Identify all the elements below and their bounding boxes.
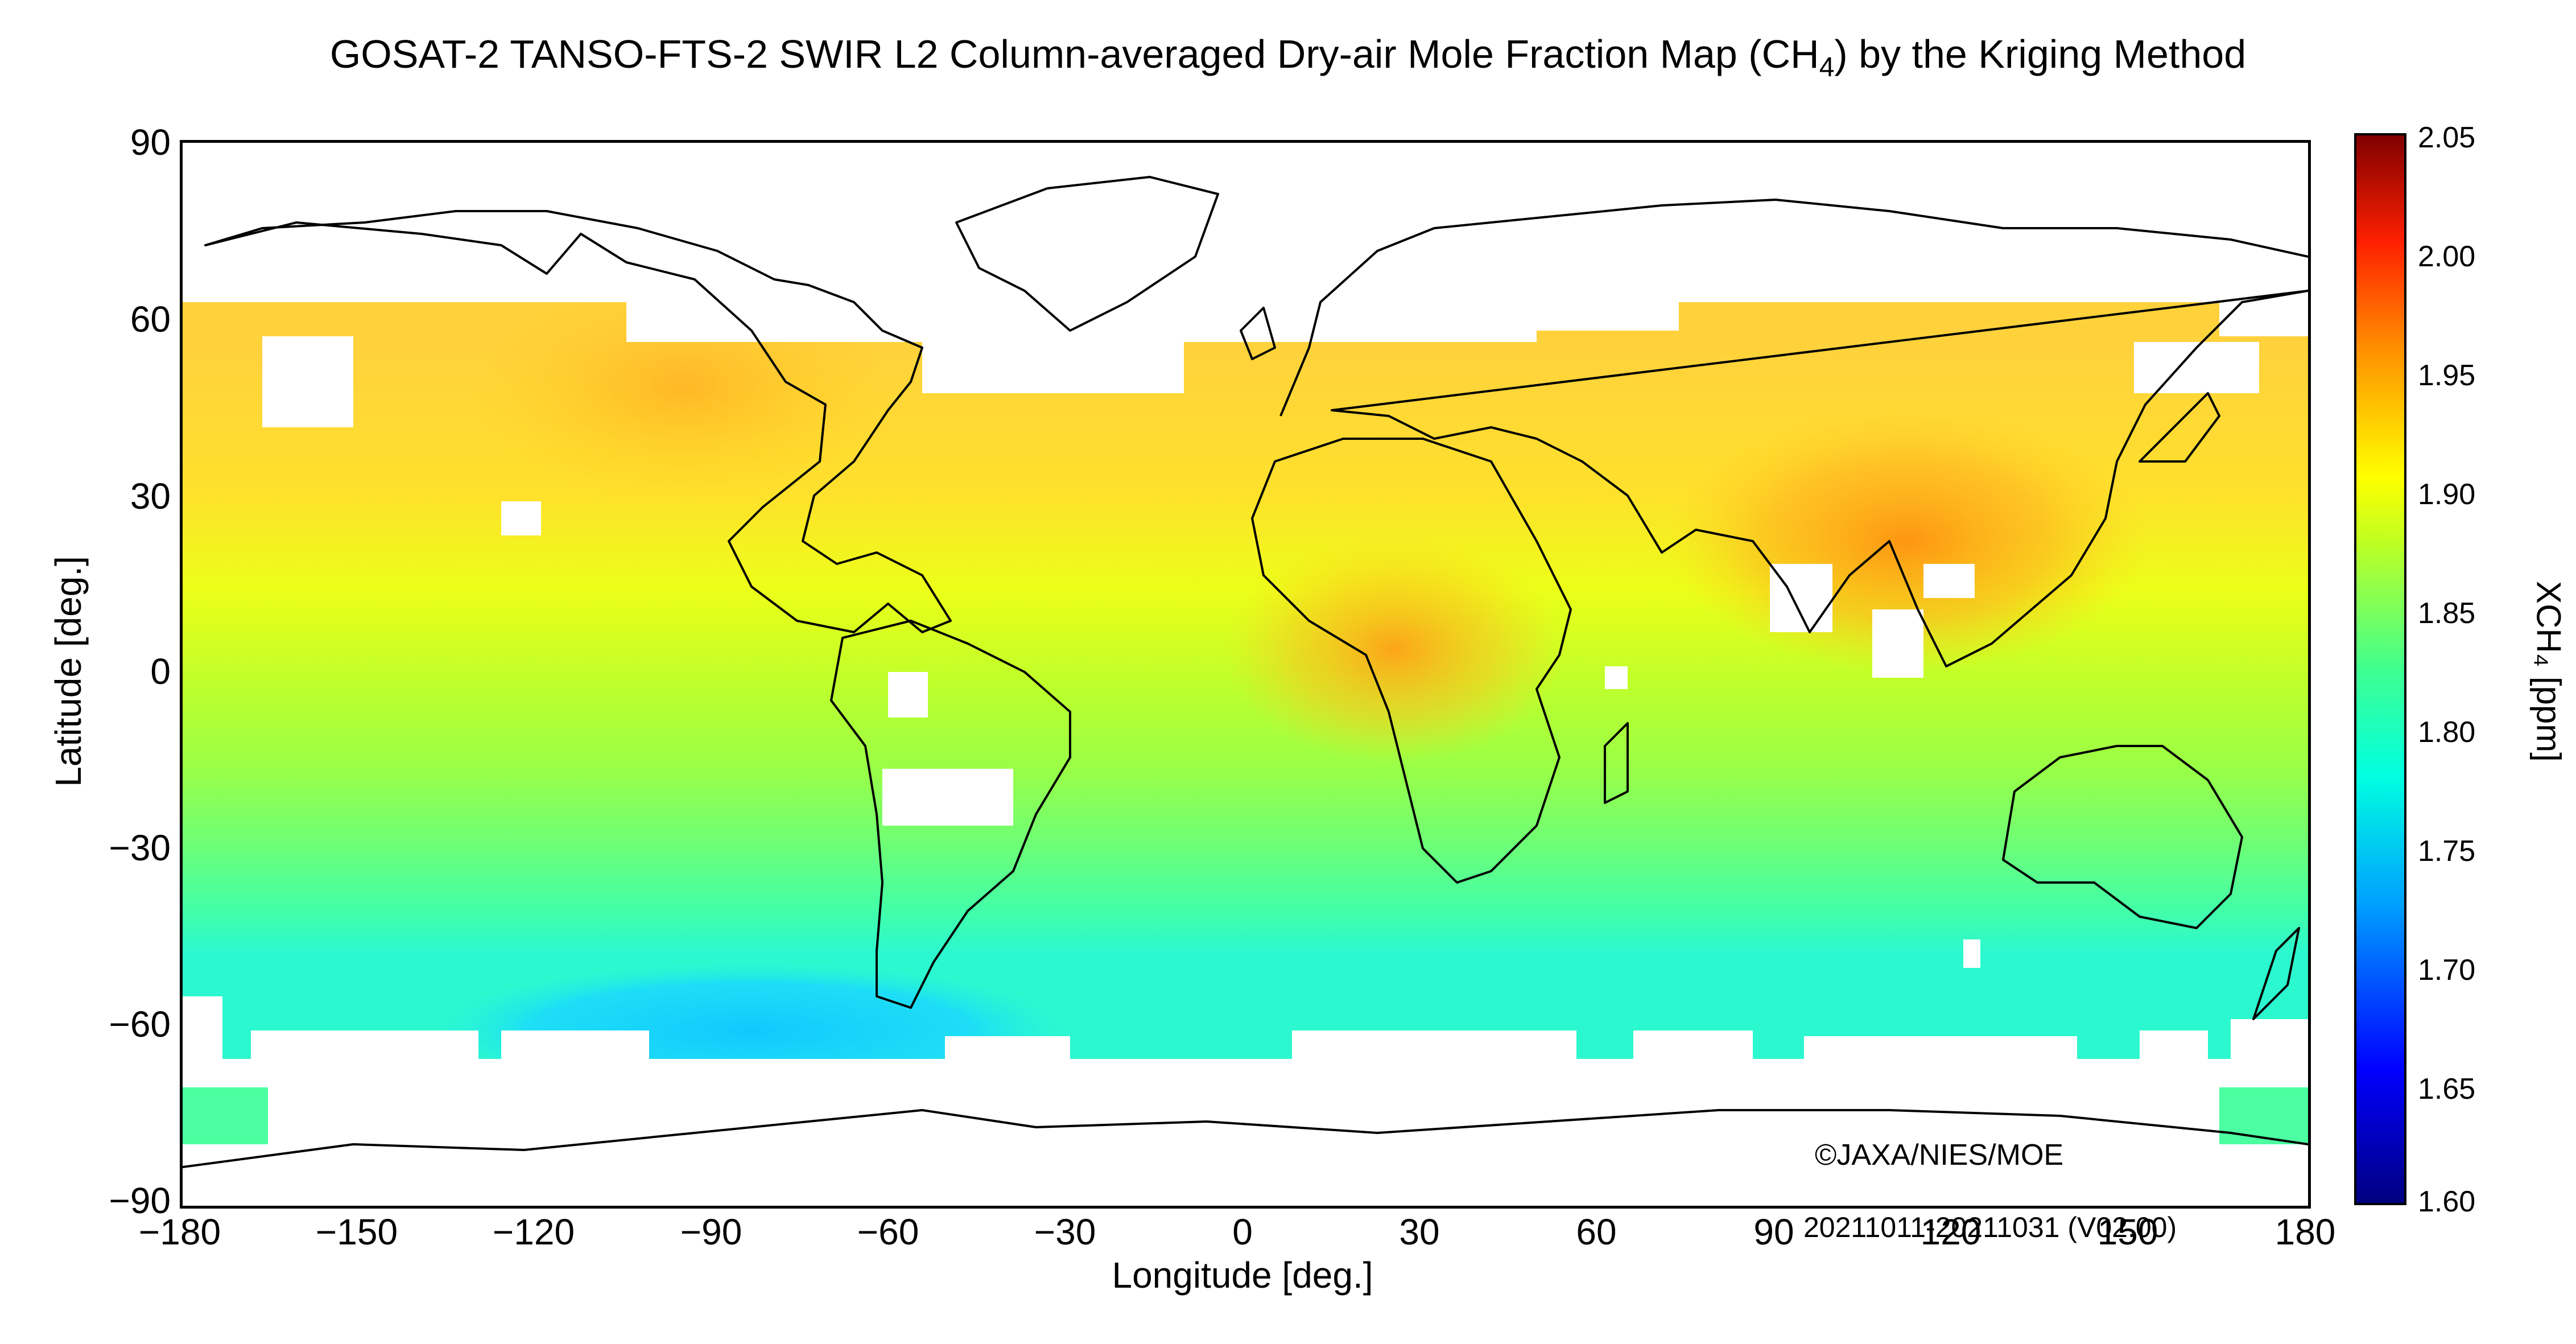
colorbar-tick-label: 2.05 [2418, 121, 2476, 154]
colorbar-tick-label: 1.95 [2418, 359, 2476, 392]
x-tick-label: −30 [1034, 1211, 1096, 1252]
x-tick-label: −60 [857, 1211, 919, 1252]
y-tick-label: −90 [109, 1180, 171, 1221]
hotspot-africa [1224, 535, 1565, 763]
coastline-greenland [955, 176, 1219, 332]
x-tick-label: −90 [680, 1211, 742, 1252]
no-data-patches [183, 143, 2308, 1206]
coastline-north-america [204, 210, 952, 633]
colorbar-tick-label: 1.70 [2418, 954, 2476, 987]
y-tick-label: 60 [130, 299, 171, 340]
coastline-uk [1240, 307, 1276, 360]
y-tick-label: −30 [109, 827, 171, 868]
coastline-madagascar [1604, 722, 1629, 804]
colorbar-tick-label: 1.85 [2418, 597, 2476, 630]
chart-title-subscript: 4 [1819, 52, 1835, 83]
colorbar-tick-label: 1.80 [2418, 716, 2476, 749]
y-axis-label: Latitude [deg.] [48, 556, 89, 787]
x-axis-label: Longitude [deg.] [1112, 1255, 1373, 1296]
colorbar-tick-label: 1.65 [2418, 1073, 2476, 1106]
y-tick-label: 30 [130, 476, 171, 517]
x-tick-label: 60 [1576, 1211, 1617, 1252]
coastline-africa [1251, 438, 1572, 884]
chart-title-end: ) by the Kriging Method [1834, 32, 2247, 76]
copyright-notice: ©JAXA/NIES/MOE [1815, 1139, 2064, 1172]
x-tick-label: 180 [2274, 1211, 2336, 1252]
colorbar-tick-label: 1.75 [2418, 835, 2476, 868]
xch4-heatmap [183, 143, 2308, 1206]
coastline-eurasia [1279, 199, 2308, 667]
x-tick-label: 150 [2097, 1211, 2158, 1252]
x-tick-label: −120 [492, 1211, 575, 1252]
coastline-japan [2139, 392, 2220, 463]
x-tick-label: −180 [138, 1211, 221, 1252]
colorbar-tick-label: 1.60 [2418, 1185, 2476, 1218]
colorbar [2354, 133, 2406, 1205]
coastline-australia [2002, 745, 2243, 929]
chart-title: GOSAT-2 TANSO-FTS-2 SWIR L2 Column-avera… [0, 31, 2576, 83]
coastline-south-america [830, 620, 1071, 1009]
chart-title-main: GOSAT-2 TANSO-FTS-2 SWIR L2 Column-avera… [329, 32, 1819, 76]
x-tick-label: 90 [1753, 1211, 1794, 1252]
map-plot-area [180, 140, 2311, 1209]
x-tick-label: 30 [1399, 1211, 1440, 1252]
coastline-new-zealand [2252, 927, 2300, 1020]
y-tick-label: −60 [109, 1004, 171, 1045]
y-tick-label: 0 [150, 651, 171, 692]
x-tick-label: 120 [1920, 1211, 1981, 1252]
coastlines [183, 176, 2308, 1168]
colorbar-tick-label: 1.90 [2418, 478, 2476, 511]
colorbar-tick-label: 2.00 [2418, 240, 2476, 273]
coastline-antarctica [183, 1109, 2308, 1168]
date-range-label: 20211011-20211031 (V02.00) [1803, 1211, 2177, 1243]
x-tick-label: 0 [1232, 1211, 1253, 1252]
colorbar-label: XCH₄ [ppm] [2529, 581, 2568, 762]
antarctic-data-patches [183, 1087, 2308, 1144]
x-tick-label: −150 [315, 1211, 398, 1252]
y-tick-label: 90 [130, 122, 171, 163]
